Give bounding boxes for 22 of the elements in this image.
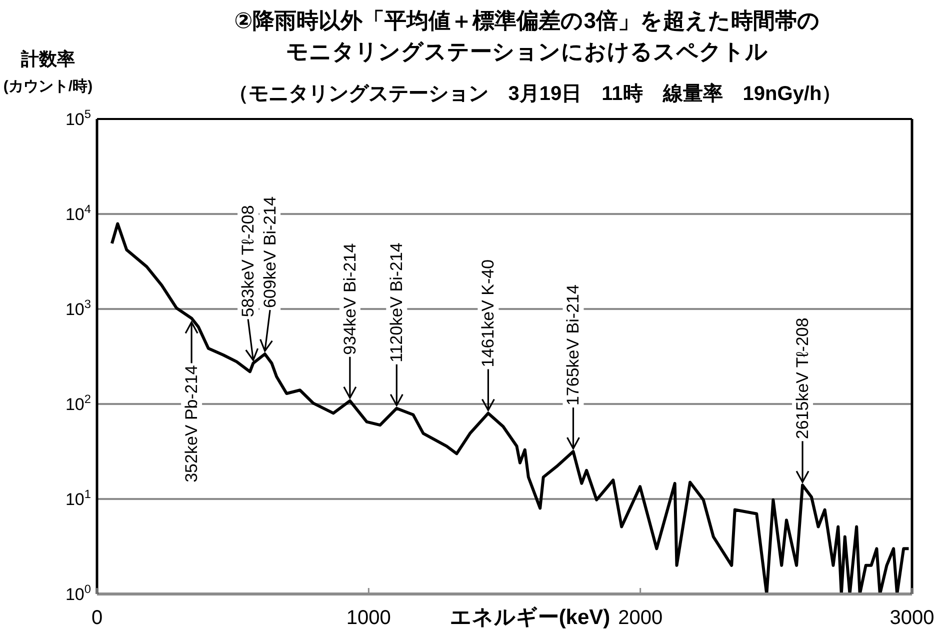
y-tick-label: 10$^{1}$ [65, 487, 92, 509]
annotation: 2615keV Tℓ-208 [793, 318, 812, 440]
x-tick-label: 0 [91, 607, 103, 629]
annotation: 1120keV Bi-214 [387, 242, 406, 362]
y-tick-label: 10$^{5}$ [65, 107, 92, 129]
chart-subtitle: （モニタリングステーション 3月19日 11時 線量率 19nGy/h） [228, 82, 842, 105]
y-tick-label: 10$^{2}$ [65, 392, 92, 414]
annotation: 352keV Pb-214 [182, 365, 202, 482]
y-tick-label: 10$^{4}$ [65, 202, 92, 224]
y-tick-label: 10$^{0}$ [65, 582, 92, 604]
x-axis-title: エネルギー(keV) [450, 606, 610, 629]
annotation: 583keV Tℓ-208 [238, 205, 258, 318]
y-tick-label: 10$^{3}$ [65, 297, 92, 319]
annotation: 609keV Bi-214 [260, 196, 280, 308]
chart-title: ②降雨時以外「平均値＋標準偏差の3倍」を超えた時間帯のモニタリングステーションにおけるスペクトル [234, 8, 820, 64]
annotation: 1765keV Bi-214 [564, 284, 583, 406]
x-tick-label: 2000 [618, 607, 663, 629]
annotation: 1461keV K-40 [478, 259, 498, 368]
y-axis-title: 計数率 (カウント/時) [3, 49, 93, 95]
annotation: 934keV Bi-214 [340, 243, 360, 355]
x-tick-label: 1000 [346, 607, 391, 629]
x-tick-label: 3000 [890, 607, 934, 629]
